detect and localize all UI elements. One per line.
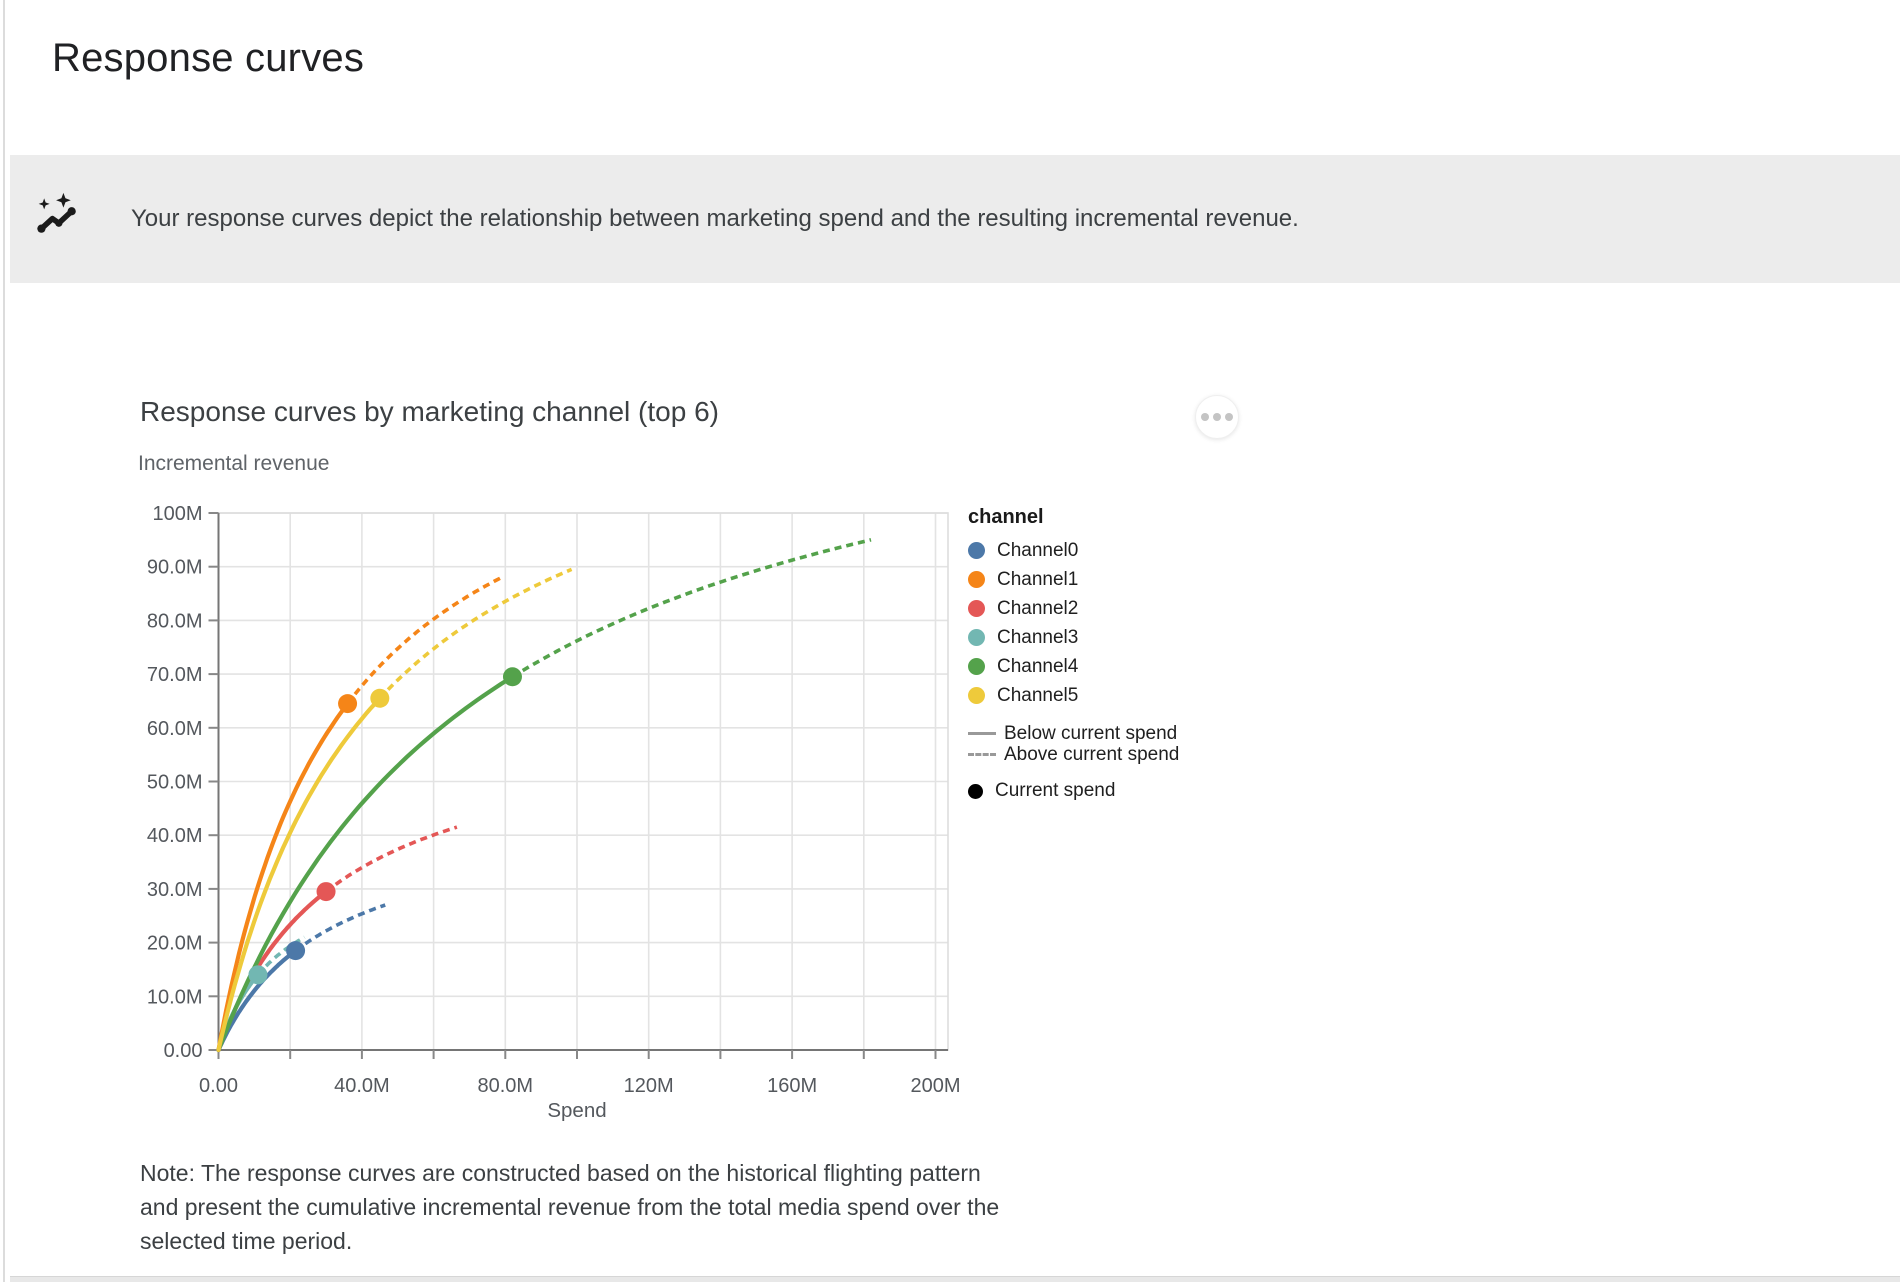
response-curves-chart: 0.00 40.0M 80.0M 120M 160M 200M 0.00 10.0M 20.0M… (147, 503, 961, 1122)
svg-text:120M: 120M (624, 1075, 674, 1097)
channel5-swatch (968, 687, 985, 704)
chart-note: Note: The response curves are constructe… (140, 1160, 1000, 1254)
content-left-border (3, 0, 5, 1282)
legend-channel-list: Channel0 Channel1 Channel2 Channel3 Chan… (968, 536, 1179, 710)
svg-text:0.00: 0.00 (164, 1040, 203, 1062)
svg-text:70.0M: 70.0M (147, 664, 203, 686)
legend-item-current-spend: Current spend (968, 780, 1179, 801)
channel0-swatch (968, 542, 985, 559)
next-section-edge (10, 1276, 1900, 1282)
svg-text:20.0M: 20.0M (147, 933, 203, 955)
chart-legend: channel Channel0 Channel1 Channel2 Chann… (968, 506, 1179, 801)
channel3-swatch (968, 629, 985, 646)
legend-item-channel0: Channel0 (968, 536, 1179, 565)
channel4-swatch (968, 658, 985, 675)
svg-text:50.0M: 50.0M (147, 772, 203, 794)
chart-more-options-button[interactable] (1195, 395, 1239, 439)
legend-label: Above current spend (1004, 743, 1180, 765)
legend-label: Channel4 (997, 655, 1079, 677)
svg-text:60.0M: 60.0M (147, 718, 203, 740)
banner-text: Your response curves depict the relation… (131, 205, 1299, 232)
legend-item-channel1: Channel1 (968, 565, 1179, 594)
svg-text:80.0M: 80.0M (478, 1075, 534, 1097)
svg-text:100M: 100M (152, 503, 202, 525)
legend-item-above-current-spend: Above current spend (968, 744, 1179, 765)
legend-item-channel3: Channel3 (968, 623, 1179, 652)
page-title: Response curves (52, 36, 365, 80)
solid-line-icon (968, 732, 996, 735)
legend-label: Current spend (995, 780, 1116, 801)
legend-line-style-list: Below current spend Above current spend (968, 723, 1179, 765)
svg-text:40.0M: 40.0M (334, 1075, 390, 1097)
legend-title: channel (968, 506, 1044, 528)
svg-text:30.0M: 30.0M (147, 879, 203, 901)
channel2-swatch (968, 600, 985, 617)
svg-text:90.0M: 90.0M (147, 557, 203, 579)
chart-title: Response curves by marketing channel (to… (140, 396, 719, 427)
legend-item-channel4: Channel4 (968, 652, 1179, 681)
info-banner: Your response curves depict the relation… (10, 155, 1900, 283)
svg-text:Spend: Spend (547, 1099, 606, 1122)
svg-text:10.0M: 10.0M (147, 986, 203, 1008)
svg-text:0.00: 0.00 (199, 1075, 238, 1097)
legend-label: Channel3 (997, 626, 1079, 648)
channel1-swatch (968, 571, 985, 588)
svg-text:200M: 200M (910, 1075, 960, 1097)
trend-sparkle-icon (37, 192, 76, 233)
more-options-icon (1201, 413, 1233, 421)
legend-label: Channel0 (997, 539, 1079, 561)
svg-text:80.0M: 80.0M (147, 610, 203, 632)
legend-label: Below current spend (1004, 722, 1178, 744)
y-axis-title: Incremental revenue (138, 452, 330, 475)
current-spend-dot-icon (968, 783, 983, 799)
legend-item-channel5: Channel5 (968, 681, 1179, 710)
svg-text:160M: 160M (767, 1075, 817, 1097)
legend-label: Channel1 (997, 568, 1079, 590)
legend-label: Channel5 (997, 684, 1079, 706)
legend-item-channel2: Channel2 (968, 594, 1179, 623)
legend-label: Channel2 (997, 597, 1079, 619)
dashed-line-icon (968, 753, 996, 756)
legend-item-below-current-spend: Below current spend (968, 723, 1179, 744)
svg-text:40.0M: 40.0M (147, 825, 203, 847)
